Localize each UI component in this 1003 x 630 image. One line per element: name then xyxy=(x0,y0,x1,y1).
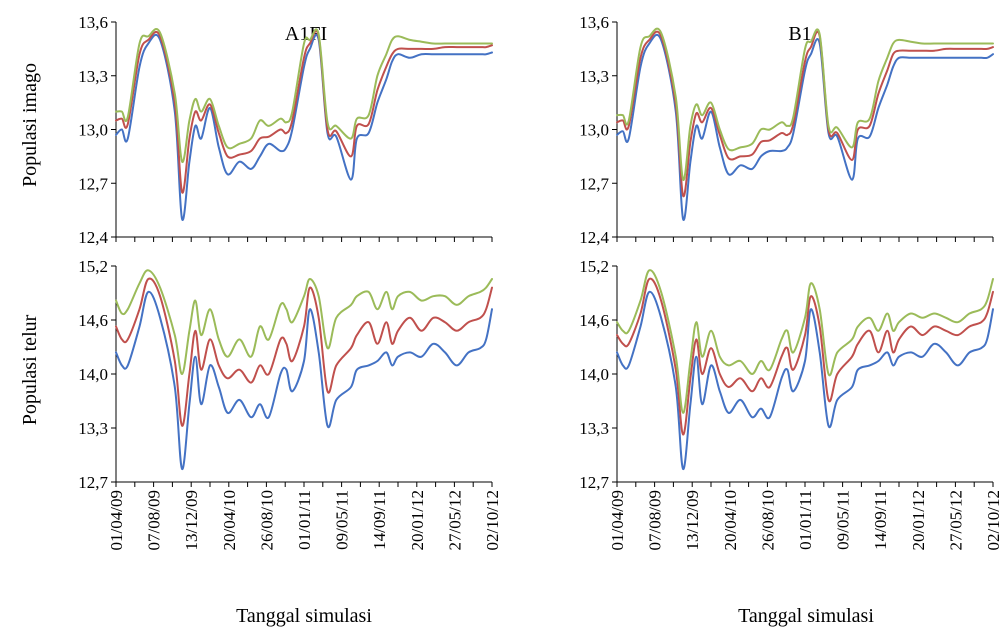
y-tick-label: 13,3 xyxy=(579,67,609,86)
y-tick-label: 12,7 xyxy=(78,473,108,492)
series-line-3 xyxy=(616,27,994,181)
x-tick-label: 14/09/11 xyxy=(871,490,890,550)
series-line-2 xyxy=(115,277,493,427)
x-tick-label: 02/10/12 xyxy=(984,490,1003,550)
x-tick-label: 20/04/10 xyxy=(220,490,239,550)
ylabel-imago: Populasi imago xyxy=(19,63,41,187)
series-line-1 xyxy=(115,290,493,471)
y-tick-label: 13,3 xyxy=(78,419,108,438)
y-tick-label: 14,6 xyxy=(579,311,609,330)
panel-b1-imago: 12,4 12,7 13,0 13,3 13,6 B1 xyxy=(579,13,994,247)
x-tick-label: 27/05/12 xyxy=(445,490,464,550)
panel-a1fi-telur: 12,7 13,3 14,0 14,6 15,2 01/04/09 07/08/09 13/1… xyxy=(78,257,502,550)
x-tick-label: 27/05/12 xyxy=(946,490,965,550)
y-tick-label: 13,6 xyxy=(78,13,108,32)
x-tick-label: 02/10/12 xyxy=(483,490,502,550)
panel-title: B1 xyxy=(788,23,811,45)
y-tick-label: 13,0 xyxy=(579,121,609,140)
panel-b1-telur: 12,7 13,3 14,0 14,6 15,2 01/04/09 07/08/09 13/1… xyxy=(579,257,1003,550)
series-line-3 xyxy=(115,28,493,163)
x-tick-label: 01/04/09 xyxy=(107,490,126,550)
series-line-2 xyxy=(115,29,493,194)
x-tick-label: 09/05/11 xyxy=(333,490,352,550)
y-tick-label: 12,7 xyxy=(579,174,609,193)
series-line-3 xyxy=(115,269,493,376)
x-tick-label: 13/12/09 xyxy=(182,490,201,550)
x-tick-label: 26/08/10 xyxy=(758,490,777,550)
ylabel-telur: Populasi telur xyxy=(19,314,41,425)
series-line-1 xyxy=(115,33,493,221)
x-tick-label: 07/08/09 xyxy=(145,490,164,550)
y-tick-label: 12,7 xyxy=(78,174,108,193)
x-tick-label: 01/04/09 xyxy=(608,490,627,550)
x-tick-label: 01/01/11 xyxy=(295,490,314,550)
x-tick-label: 26/08/10 xyxy=(257,490,276,550)
y-tick-label: 12,7 xyxy=(579,473,609,492)
x-tick-label: 20/01/12 xyxy=(909,490,928,550)
y-tick-label: 12,4 xyxy=(78,228,108,247)
series-line-1 xyxy=(616,290,994,471)
xlabel-left: Tanggal simulasi xyxy=(236,605,372,627)
panel-title: A1FI xyxy=(285,23,327,45)
series-line-2 xyxy=(616,30,994,198)
xlabel-right: Tanggal simulasi xyxy=(738,605,874,627)
y-tick-label: 13,3 xyxy=(78,67,108,86)
x-tick-label: 20/01/12 xyxy=(408,490,427,550)
y-tick-label: 14,0 xyxy=(579,365,609,384)
y-tick-label: 15,2 xyxy=(78,257,108,276)
x-tick-label: 13/12/09 xyxy=(683,490,702,550)
y-tick-label: 13,3 xyxy=(579,419,609,438)
x-tick-label: 07/08/09 xyxy=(646,490,665,550)
y-tick-label: 13,0 xyxy=(78,121,108,140)
x-tick-label: 20/04/10 xyxy=(721,490,740,550)
series-line-2 xyxy=(616,277,994,436)
x-tick-label: 09/05/11 xyxy=(834,490,853,550)
y-tick-label: 14,0 xyxy=(78,365,108,384)
series-line-1 xyxy=(616,33,994,221)
x-tick-label: 01/01/11 xyxy=(796,490,815,550)
y-tick-label: 15,2 xyxy=(579,257,609,276)
series-line-3 xyxy=(616,269,994,414)
y-tick-label: 13,6 xyxy=(579,13,609,32)
panel-a1fi-imago: 12,4 12,7 13,0 13,3 13,6 A1FI xyxy=(78,13,493,247)
y-tick-label: 12,4 xyxy=(579,228,609,247)
y-tick-label: 14,6 xyxy=(78,311,108,330)
x-tick-label: 14/09/11 xyxy=(370,490,389,550)
